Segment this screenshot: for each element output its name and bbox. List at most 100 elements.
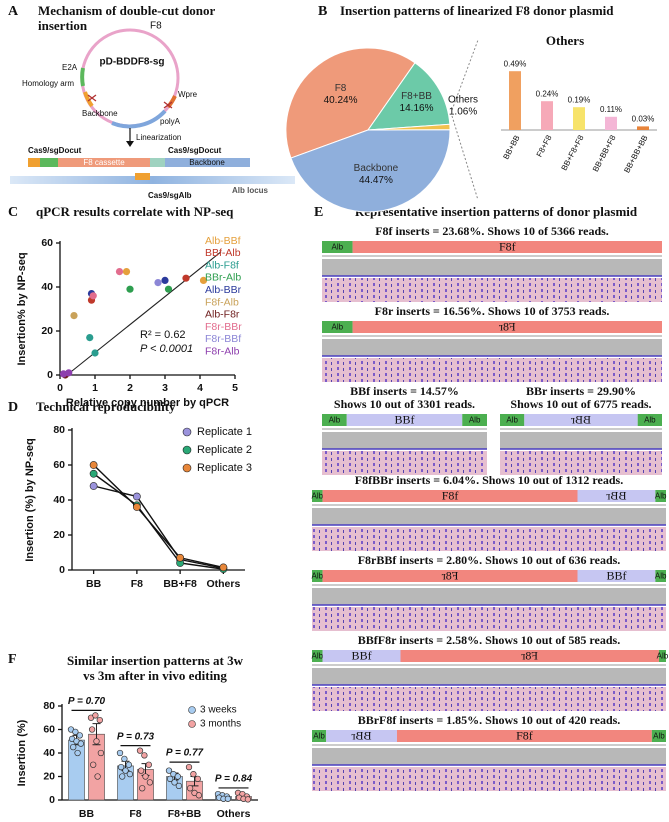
segment-label: Alb [313, 732, 325, 741]
linear-part [150, 158, 165, 167]
coverage [312, 748, 666, 765]
segment-label: Alb [657, 652, 669, 661]
part-label: F8 cassette [83, 158, 125, 167]
x-tick-label: 5 [232, 382, 238, 394]
data-point [146, 779, 154, 786]
slice-label: Others [448, 95, 478, 106]
y-tick-label: 80 [53, 424, 65, 436]
cut-label: Cas9/sgAlb [148, 191, 192, 200]
insert-segment [651, 730, 666, 742]
x-tick-label: BB [79, 808, 95, 820]
legend-label: Alb-BBr [205, 284, 242, 296]
insert-segment [655, 570, 666, 582]
insert-segment [312, 570, 323, 582]
scatter-point [182, 274, 190, 282]
coverage [312, 668, 666, 685]
insert [135, 173, 150, 180]
slice-label: F8+BB [401, 91, 432, 102]
segment-label: Alb [332, 323, 344, 332]
plasmid-feature [80, 67, 85, 87]
value-label: 0.19% [568, 95, 591, 104]
y-tick-label: 20 [53, 529, 65, 541]
read-alignments [322, 451, 487, 475]
value-label: 0.11% [600, 105, 622, 114]
plasmid-feature [83, 91, 94, 108]
segment-label: BBr [606, 488, 626, 502]
data-point [121, 755, 128, 763]
insert-segment [658, 650, 666, 662]
data-point [125, 761, 132, 768]
data-point [117, 763, 125, 771]
slice-value: 14.16% [400, 103, 434, 114]
part-label: Backbone [189, 158, 225, 167]
pie-slice [285, 47, 416, 159]
y-tick-label: 60 [53, 459, 65, 471]
insert-segment [500, 414, 525, 426]
insert-segment [396, 730, 652, 742]
x-tick-label: BB+BB+F8 [591, 133, 618, 173]
scatter-point [161, 276, 169, 284]
segment-label: F8f [516, 728, 533, 742]
data-point [90, 761, 97, 768]
step-label: Linearization [136, 133, 181, 142]
data-point [194, 775, 201, 782]
data-point [72, 728, 79, 735]
scatter-point [65, 369, 73, 377]
cut-label: Cas9/sgDocut [28, 146, 82, 155]
segment-label: Alb [644, 416, 656, 425]
p-value: P = 0.84 [215, 774, 253, 785]
pie-slice [366, 62, 451, 131]
insert-segment [637, 414, 662, 426]
legend-label: F8r-Alb [205, 345, 240, 357]
segment-label: Alb [332, 243, 344, 252]
annotation: R² = 0.62 [140, 329, 186, 341]
legend-label: BBr-Alb [205, 272, 241, 284]
y-tick-label: 40 [41, 281, 53, 293]
panel-title: Similar insertion patterns at 3w [67, 653, 244, 668]
panel-title: Technical reproducibility [36, 399, 176, 414]
segment-label: F8r [521, 648, 538, 662]
data-point [94, 773, 101, 780]
x-axis-label: Relative copy number by qPCR [66, 397, 229, 409]
data-point [224, 795, 232, 802]
line-marker [132, 492, 141, 501]
line-marker [219, 563, 228, 572]
insert-segment [400, 650, 659, 662]
insert-caption: Shows 10 out of 6775 reads. [510, 397, 651, 411]
insert-segment [352, 241, 662, 253]
insert-caption: BBf inserts = 14.57% [350, 384, 459, 398]
insert-caption: F8rBBf inserts = 2.80%. Shows 10 out of … [358, 553, 621, 567]
y-tick-label: 40 [43, 747, 55, 759]
pie-slice [290, 129, 451, 213]
series-line [93, 473, 224, 570]
legend-marker [182, 427, 192, 437]
data-point [174, 773, 181, 780]
segment-label: F8f [442, 488, 459, 502]
panel-title: qPCR results correlate with NP-seq [36, 204, 234, 219]
panel-label: B [318, 4, 327, 19]
cut-label: Cas9/sgDocut [168, 146, 222, 155]
insert-segment [322, 414, 347, 426]
insert-caption: F8r inserts = 16.56%. Shows 10 of 3753 r… [375, 304, 610, 318]
segment-label: Alb [655, 572, 667, 581]
locus-bar [10, 176, 295, 184]
insert-caption: BBrF8f inserts = 1.85%. Shows 10 out of … [358, 713, 621, 727]
coverage [322, 339, 662, 356]
legend-label: Replicate 1 [197, 426, 252, 438]
bar [541, 101, 553, 130]
legend-marker [188, 706, 196, 714]
data-point [171, 779, 178, 786]
insert-caption: F8fBBr inserts = 6.04%. Shows 10 out of … [355, 473, 623, 487]
slice-label: Backbone [354, 163, 399, 174]
slice-value: 44.47% [359, 175, 393, 186]
line-marker [89, 461, 98, 469]
line-marker [176, 553, 185, 562]
insert-caption: Shows 10 out of 3301 reads. [334, 397, 475, 411]
scatter-point [89, 292, 97, 300]
legend-label: Alb-F8r [205, 309, 240, 321]
plasmid-name: pD-BDDF8-sg [100, 57, 165, 68]
scatter-point [164, 285, 173, 293]
read-alignments [312, 607, 666, 631]
insert-segment [655, 490, 666, 502]
